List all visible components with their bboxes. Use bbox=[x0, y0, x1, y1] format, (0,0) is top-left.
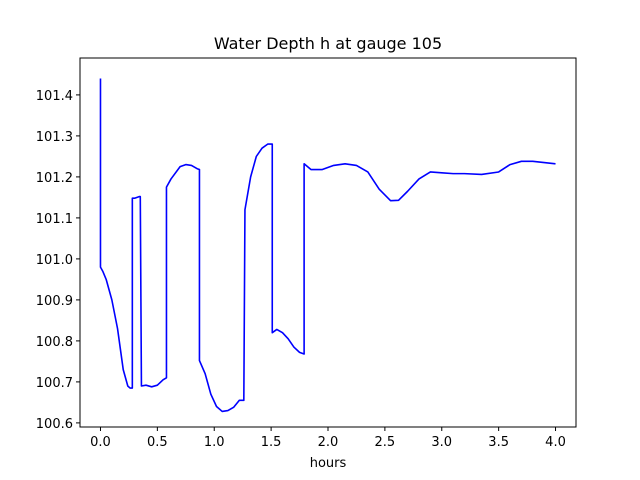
y-tick-label: 101.0 bbox=[36, 253, 73, 268]
y-tick-label: 100.7 bbox=[36, 376, 73, 391]
x-axis: 0.0 0.5 1.0 1.5 2.0 2.5 3.0 3.5 4.0 bbox=[90, 427, 566, 450]
y-axis: 100.6 100.7 100.8 100.9 101.0 101.1 101.2 101.3… bbox=[36, 89, 80, 432]
x-axis-label: hours bbox=[310, 456, 347, 471]
x-tick-label: 1.0 bbox=[204, 435, 225, 450]
y-tick-label: 101.4 bbox=[36, 89, 73, 104]
y-tick-label: 100.9 bbox=[36, 294, 73, 309]
series-line bbox=[99, 78, 556, 413]
x-tick-label: 2.5 bbox=[375, 435, 396, 450]
x-tick-label: 0.5 bbox=[147, 435, 168, 450]
plot-frame bbox=[79, 57, 577, 428]
chart-title: Water Depth h at gauge 105 bbox=[214, 34, 442, 53]
y-tick-label: 101.3 bbox=[36, 130, 73, 145]
x-tick-label: 4.0 bbox=[545, 435, 566, 450]
y-tick-label: 101.1 bbox=[36, 212, 73, 227]
x-tick-label: 0.0 bbox=[90, 435, 111, 450]
x-tick-label: 2.0 bbox=[318, 435, 339, 450]
x-tick-label: 3.0 bbox=[431, 435, 452, 450]
x-tick-label: 1.5 bbox=[261, 435, 282, 450]
y-tick-label: 100.6 bbox=[36, 417, 73, 432]
plot-area bbox=[99, 78, 556, 413]
x-tick-label: 3.5 bbox=[488, 435, 509, 450]
y-tick-label: 100.8 bbox=[36, 335, 73, 350]
y-tick-label: 101.2 bbox=[36, 171, 73, 186]
